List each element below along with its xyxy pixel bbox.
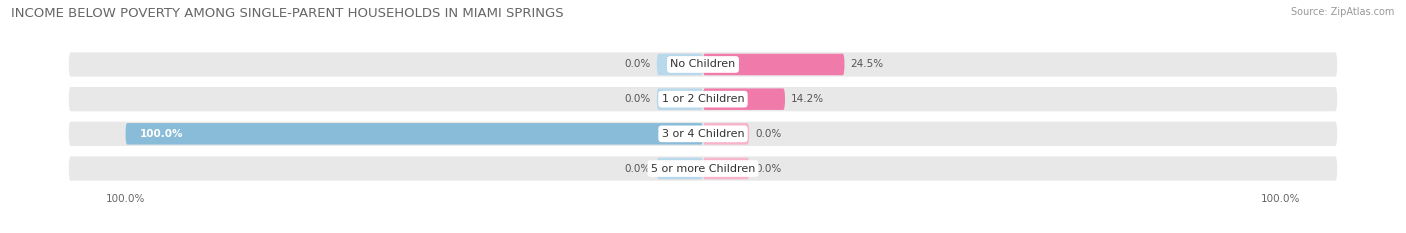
Text: 0.0%: 0.0%	[624, 59, 651, 69]
Text: 0.0%: 0.0%	[755, 164, 782, 174]
Text: 3 or 4 Children: 3 or 4 Children	[662, 129, 744, 139]
FancyBboxPatch shape	[67, 51, 1339, 78]
Text: 24.5%: 24.5%	[851, 59, 883, 69]
FancyBboxPatch shape	[703, 54, 845, 75]
FancyBboxPatch shape	[125, 123, 703, 145]
Text: Source: ZipAtlas.com: Source: ZipAtlas.com	[1291, 7, 1395, 17]
Text: 1 or 2 Children: 1 or 2 Children	[662, 94, 744, 104]
Text: 14.2%: 14.2%	[790, 94, 824, 104]
FancyBboxPatch shape	[67, 155, 1339, 182]
FancyBboxPatch shape	[657, 54, 703, 75]
FancyBboxPatch shape	[703, 158, 749, 179]
Text: INCOME BELOW POVERTY AMONG SINGLE-PARENT HOUSEHOLDS IN MIAMI SPRINGS: INCOME BELOW POVERTY AMONG SINGLE-PARENT…	[11, 7, 564, 20]
Text: No Children: No Children	[671, 59, 735, 69]
Text: 0.0%: 0.0%	[624, 164, 651, 174]
FancyBboxPatch shape	[657, 88, 703, 110]
Text: 0.0%: 0.0%	[624, 94, 651, 104]
FancyBboxPatch shape	[67, 86, 1339, 112]
FancyBboxPatch shape	[657, 158, 703, 179]
Text: 0.0%: 0.0%	[755, 129, 782, 139]
FancyBboxPatch shape	[67, 121, 1339, 147]
FancyBboxPatch shape	[703, 123, 749, 145]
Text: 5 or more Children: 5 or more Children	[651, 164, 755, 174]
FancyBboxPatch shape	[703, 88, 785, 110]
Text: 100.0%: 100.0%	[141, 129, 183, 139]
